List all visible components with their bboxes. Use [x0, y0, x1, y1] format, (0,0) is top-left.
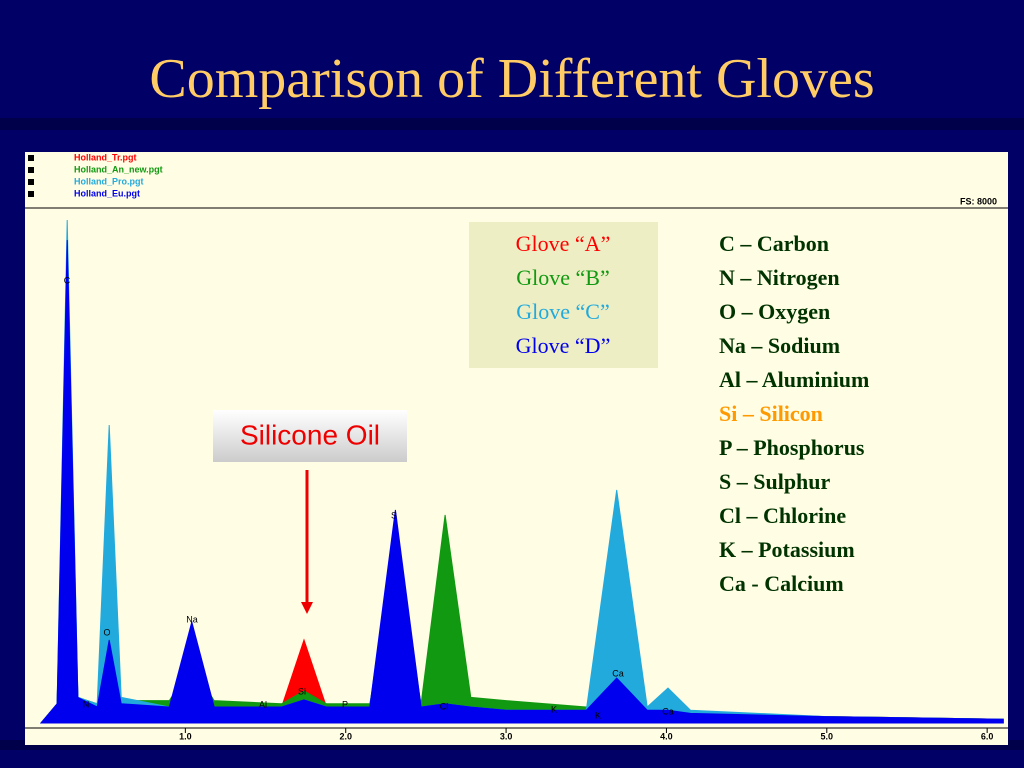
legend-marker	[28, 179, 34, 185]
element-key-label: Na – Sodium	[719, 333, 840, 358]
x-tick-label: 1.0	[179, 731, 192, 741]
element-key-label: Al – Aluminium	[719, 367, 869, 392]
legend-label: Holland_An_new.pgt	[74, 164, 163, 174]
peak-label: Al	[259, 699, 267, 709]
element-key-label: S – Sulphur	[719, 469, 831, 494]
full-scale-label: FS: 8000	[960, 196, 997, 206]
spectrum-area	[39, 239, 1004, 724]
element-key-label: Ca - Calcium	[719, 571, 844, 596]
peak-label: Cl	[440, 701, 449, 711]
glove-key-label: Glove “C”	[516, 299, 609, 324]
element-key-label: C – Carbon	[719, 231, 829, 256]
legend-marker	[28, 167, 34, 173]
peak-label: K	[595, 710, 601, 720]
element-key-label: O – Oxygen	[719, 299, 830, 324]
peak-label: C	[64, 275, 71, 285]
peak-label: P	[342, 699, 348, 709]
stripe	[0, 118, 1024, 130]
glove-key-label: Glove “B”	[516, 265, 609, 290]
peak-label: Si	[298, 686, 306, 696]
legend-marker	[28, 191, 34, 197]
slide-title: Comparison of Different Gloves	[149, 48, 874, 110]
peak-label: O	[103, 627, 110, 637]
peak-label: Na	[186, 614, 198, 624]
glove-key-box	[469, 222, 658, 368]
peak-label: Ca	[662, 706, 674, 716]
element-key-label: P – Phosphorus	[719, 435, 865, 460]
x-tick-label: 6.0	[981, 731, 994, 741]
callout-box	[213, 410, 407, 462]
plot	[39, 219, 1004, 724]
x-tick-label: 3.0	[500, 731, 513, 741]
legend-label: Holland_Tr.pgt	[74, 152, 137, 162]
element-key-label: Cl – Chlorine	[719, 503, 846, 528]
legend-label: Holland_Eu.pgt	[74, 188, 140, 198]
peak-label: Ca	[612, 668, 624, 678]
peak-label: K	[551, 704, 557, 714]
x-tick-label: 2.0	[339, 731, 352, 741]
callout-arrowhead	[301, 602, 313, 614]
peak-label: N	[83, 699, 90, 709]
x-tick-label: 4.0	[660, 731, 673, 741]
glove-key-label: Glove “D”	[516, 333, 611, 358]
element-key-label: N – Nitrogen	[719, 265, 840, 290]
callout-text: Silicone Oil	[240, 419, 380, 450]
legend-label: Holland_Pro.pgt	[74, 176, 144, 186]
peak-label: S	[391, 510, 397, 520]
x-tick-label: 5.0	[821, 731, 834, 741]
element-key-label: Si – Silicon	[719, 401, 823, 426]
element-key-label: K – Potassium	[719, 537, 855, 562]
glove-key-label: Glove “A”	[516, 231, 611, 256]
legend-marker	[28, 155, 34, 161]
